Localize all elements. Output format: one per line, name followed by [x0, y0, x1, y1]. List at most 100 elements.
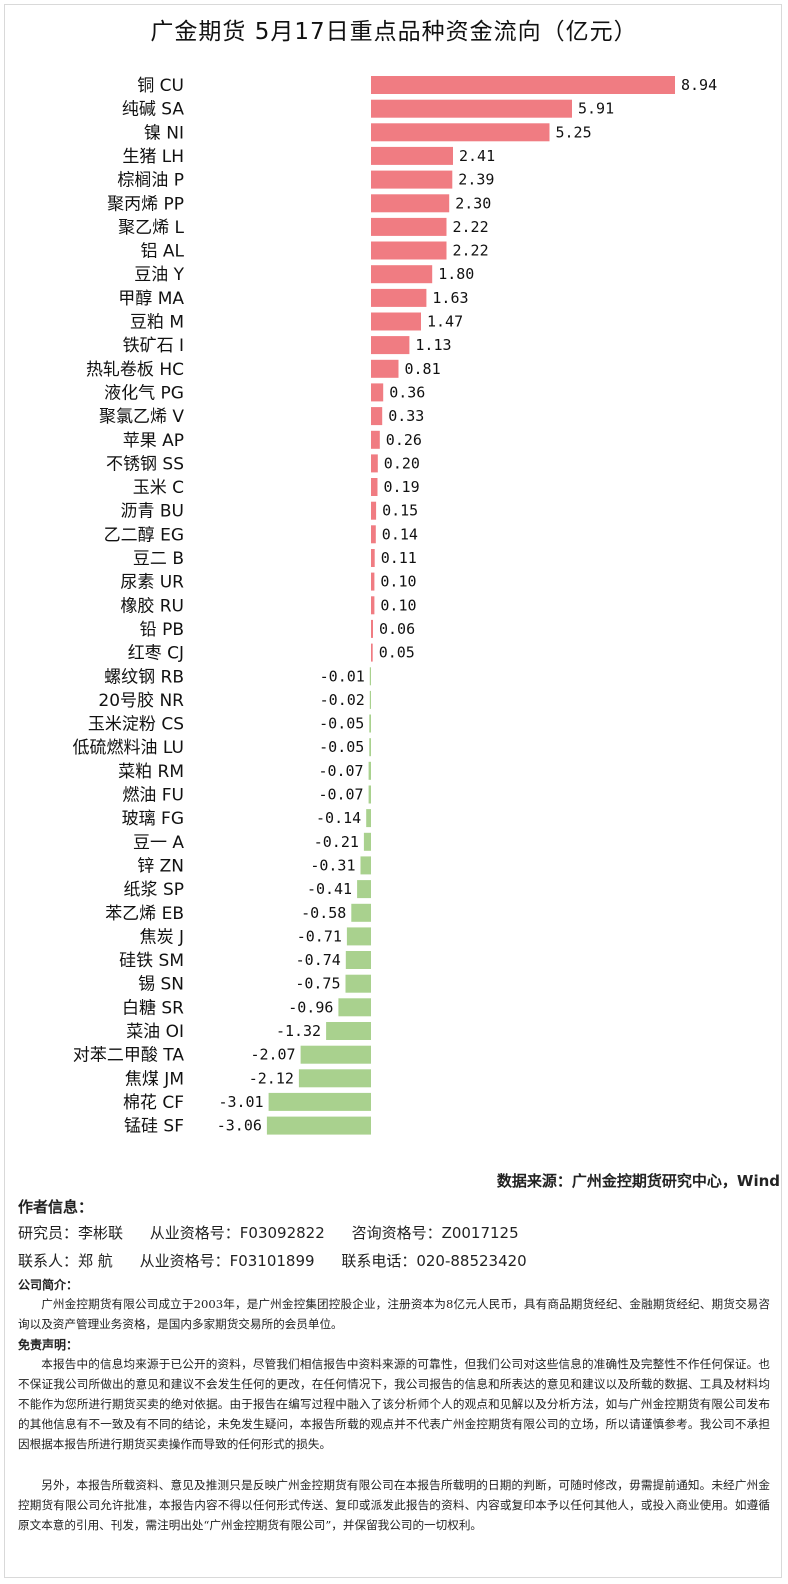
- category-label-4: 棕榈油 P: [117, 171, 184, 191]
- bar-13: [371, 383, 384, 402]
- value-label-44: -3.06: [217, 1117, 262, 1135]
- category-label-21: 尿素 UR: [120, 573, 184, 593]
- bar-11: [371, 336, 410, 355]
- bar-39: [338, 998, 371, 1017]
- category-label-7: 铝 AL: [140, 242, 184, 262]
- category-label-32: 豆一 A: [133, 833, 184, 853]
- category-label-18: 沥青 BU: [120, 502, 184, 522]
- value-label-30: -0.07: [318, 786, 363, 804]
- value-label-41: -2.07: [250, 1046, 295, 1064]
- category-label-38: 锡 SN: [138, 975, 184, 995]
- disclaimer-paragraph-2: 另外，本报告所载资料、意见及推测只是反映广州金控期货有限公司在本报告所载明的日期…: [18, 1478, 770, 1532]
- value-label-32: -0.21: [314, 833, 359, 851]
- bar-5: [371, 194, 450, 213]
- bar-7: [371, 241, 447, 260]
- value-label-35: -0.58: [301, 904, 346, 922]
- bar-43: [268, 1092, 371, 1111]
- bar-25: [369, 667, 371, 686]
- bar-12: [371, 359, 399, 378]
- bar-9: [371, 288, 427, 307]
- contact-name: 联系人：郑 航: [18, 1252, 113, 1270]
- bar-29: [368, 761, 371, 780]
- category-label-12: 热轧卷板 HC: [86, 360, 184, 380]
- bar-36: [346, 927, 371, 946]
- category-label-9: 甲醇 MA: [118, 289, 184, 309]
- category-label-2: 镍 NI: [144, 123, 184, 143]
- value-label-24: 0.05: [379, 644, 415, 662]
- category-label-30: 燃油 FU: [122, 786, 184, 806]
- value-label-26: -0.02: [320, 691, 365, 709]
- value-label-18: 0.15: [382, 502, 418, 520]
- company-heading: 公司简介：: [18, 1278, 79, 1292]
- category-label-29: 菜粕 RM: [118, 762, 184, 782]
- value-label-20: 0.11: [381, 549, 417, 567]
- value-label-23: 0.06: [379, 620, 415, 638]
- value-label-10: 1.47: [427, 313, 463, 331]
- page-frame: [4, 4, 782, 1578]
- bar-33: [360, 856, 371, 875]
- category-label-33: 锌 ZN: [137, 856, 184, 876]
- category-label-19: 乙二醇 EG: [104, 525, 184, 545]
- bar-42: [298, 1069, 371, 1088]
- category-label-8: 豆油 Y: [134, 265, 184, 285]
- researcher-consult-license: 咨询资格号：Z0017125: [351, 1224, 519, 1242]
- bar-35: [351, 903, 371, 922]
- value-label-34: -0.41: [307, 880, 352, 898]
- value-label-14: 0.33: [388, 407, 424, 425]
- bar-30: [368, 785, 371, 804]
- company-intro: 广州金控期货有限公司成立于2003年，是广州金控集团控股企业，注册资本为8亿元人…: [18, 1297, 770, 1331]
- bar-1: [371, 99, 572, 118]
- bar-3: [371, 146, 453, 165]
- bar-16: [371, 454, 378, 473]
- bar-19: [371, 525, 376, 544]
- researcher-license: 从业资格号：F03092822: [149, 1224, 325, 1242]
- category-label-6: 聚乙烯 L: [118, 218, 184, 238]
- category-label-36: 焦炭 J: [140, 927, 184, 947]
- category-label-14: 聚氯乙烯 V: [99, 407, 184, 427]
- bar-2: [371, 123, 550, 142]
- value-label-31: -0.14: [316, 809, 361, 827]
- category-label-44: 锰硅 SF: [124, 1117, 184, 1137]
- category-label-37: 硅铁 SM: [119, 951, 184, 971]
- value-label-1: 5.91: [578, 100, 614, 118]
- bar-22: [371, 596, 375, 615]
- value-label-16: 0.20: [384, 454, 420, 472]
- category-label-42: 焦煤 JM: [125, 1069, 184, 1089]
- value-label-7: 2.22: [453, 242, 489, 260]
- category-label-0: 铜 CU: [137, 76, 184, 96]
- category-label-25: 螺纹钢 RB: [104, 667, 184, 687]
- data-source: 数据来源：广州金控期货研究中心，Wind: [496, 1172, 780, 1190]
- bar-chart: 铜 CU 8.94 纯碱 SA 5.91 镍 NI 5.25 生猪 LH 2.41 棕榈油 P 2…: [73, 76, 717, 1137]
- value-label-38: -0.75: [295, 975, 340, 993]
- value-label-29: -0.07: [318, 762, 363, 780]
- value-label-3: 2.41: [459, 147, 495, 165]
- bar-40: [326, 1022, 371, 1040]
- category-label-40: 菜油 OI: [126, 1022, 184, 1042]
- category-label-31: 玻璃 FG: [122, 809, 184, 829]
- value-label-19: 0.14: [382, 525, 418, 543]
- bar-8: [371, 265, 433, 284]
- researcher-name: 研究员：李彬联: [18, 1224, 124, 1242]
- value-label-43: -3.01: [218, 1093, 263, 1111]
- bar-26: [369, 690, 371, 709]
- bar-17: [371, 478, 378, 496]
- value-label-42: -2.12: [249, 1069, 294, 1087]
- bar-44: [266, 1116, 371, 1135]
- category-label-15: 苹果 AP: [123, 431, 184, 451]
- category-label-27: 玉米淀粉 CS: [88, 715, 184, 735]
- bar-38: [345, 974, 371, 993]
- category-label-43: 棉花 CF: [123, 1093, 184, 1113]
- category-label-22: 橡胶 RU: [120, 596, 184, 616]
- category-label-28: 低硫燃料油 LU: [73, 738, 184, 758]
- bar-14: [371, 407, 383, 426]
- value-label-36: -0.71: [297, 927, 342, 945]
- category-label-1: 纯碱 SA: [122, 100, 185, 120]
- category-label-20: 豆二 B: [133, 549, 184, 569]
- value-label-11: 1.13: [415, 336, 451, 354]
- bar-27: [369, 714, 371, 733]
- chart-title: 广金期货 5月17日重点品种资金流向（亿元）: [150, 19, 638, 45]
- category-label-13: 液化气 PG: [104, 383, 184, 403]
- bar-31: [366, 809, 371, 828]
- value-label-0: 8.94: [681, 76, 717, 94]
- value-label-39: -0.96: [288, 998, 333, 1016]
